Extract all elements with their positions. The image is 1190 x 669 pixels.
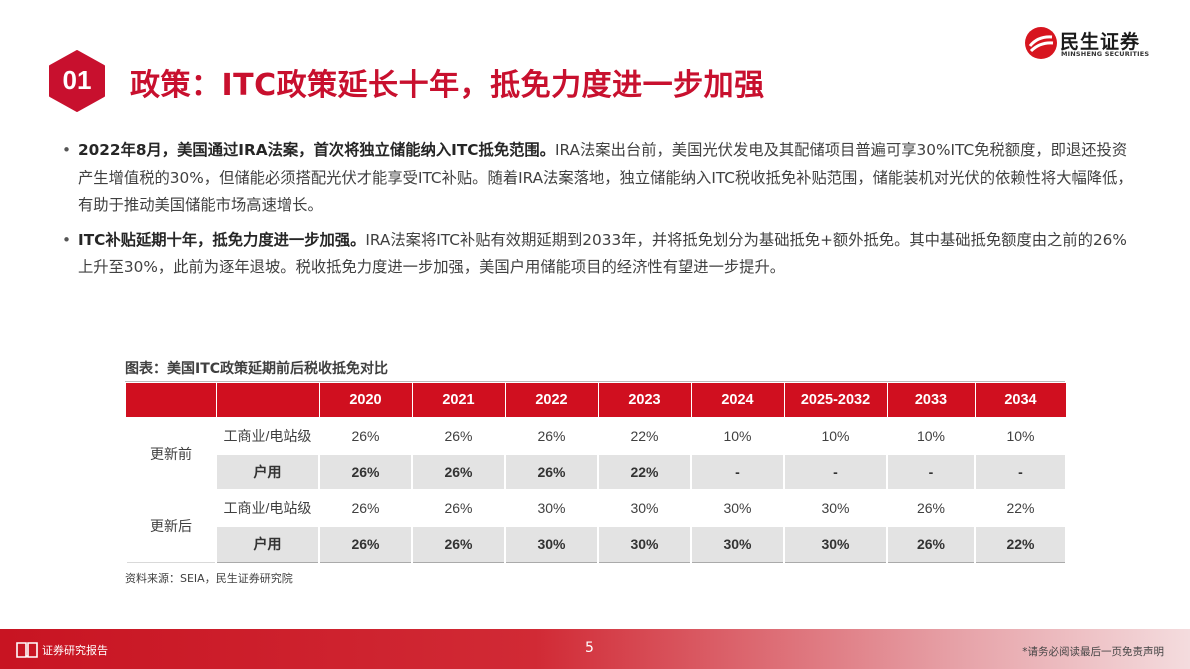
table-cell: 26% — [318, 525, 413, 563]
table-cell: 26% — [411, 525, 506, 563]
section-number: 01 — [62, 65, 92, 95]
header-year: 2022 — [505, 383, 599, 418]
table-title-divider — [125, 381, 1065, 382]
itc-comparison-table: 2020 2021 2022 2023 2024 2025-2032 2033 … — [125, 383, 1067, 563]
table-cell: 26% — [886, 489, 976, 527]
brand-name-en: MINSHENG SECURITIES — [1061, 50, 1150, 58]
table-title: 图表：美国ITC政策延期前后税收抵免对比 — [125, 361, 389, 377]
table-cell: 26% — [411, 417, 506, 455]
table-row: 户用 26% 26% 26% 22% - - - - — [126, 453, 1067, 491]
bullet-dot: • — [62, 230, 72, 249]
table-cell: 26% — [886, 525, 976, 563]
table-cell: 26% — [504, 453, 599, 491]
bullet-dot: • — [62, 141, 72, 159]
table-cell: - — [783, 453, 888, 491]
table-cell: 30% — [597, 489, 692, 527]
table-cell: 22% — [974, 489, 1067, 527]
table-cell: 26% — [411, 489, 506, 527]
hexagon-icon — [49, 50, 105, 112]
bullet-list: • 2022年8月，美国通过IRA法案，首次将独立储能纳入ITC抵免范围。IRA… — [62, 137, 1142, 289]
table-row: 户用 26% 26% 30% 30% 30% 30% 26% 22% — [126, 525, 1067, 563]
header-year: 2033 — [887, 383, 976, 418]
page-title: 政策：ITC政策延长十年，抵免力度进一步加强 — [130, 68, 765, 103]
table-header-row: 2020 2021 2022 2023 2024 2025-2032 2033 … — [126, 383, 1067, 418]
table-cell: 30% — [783, 489, 888, 527]
bullet-item: • ITC补贴延期十年，抵免力度进一步加强。IRA法案将ITC补贴有效期延期到2… — [62, 227, 1142, 282]
row-type-label: 工商业/电站级 — [215, 489, 320, 527]
brand-logo: 民生证券 MINSHENG SECURITIES — [1024, 26, 1154, 60]
table-cell: 30% — [690, 525, 785, 563]
group-label: 更新前 — [125, 417, 217, 491]
header-year: 2025-2032 — [784, 383, 888, 418]
row-type-label: 户用 — [215, 525, 320, 563]
book-icon — [16, 642, 38, 658]
table-cell: 22% — [974, 525, 1067, 563]
table-cell: 22% — [597, 453, 692, 491]
table-cell: 10% — [690, 417, 785, 455]
table-source-note: 资料来源：SEIA，民生证券研究院 — [125, 572, 293, 585]
disclaimer-note: *请务必阅读最后一页免责声明 — [1022, 646, 1164, 658]
bullet-text: IRA法案将ITC补贴有效期延期到2033年，并将抵免划分为基础抵免+额外抵免。… — [78, 230, 1127, 277]
header-year: 2034 — [975, 383, 1067, 418]
table-cell: 30% — [597, 525, 692, 563]
table-cell: 30% — [504, 525, 599, 563]
table-cell: 10% — [886, 417, 976, 455]
table-cell: - — [974, 453, 1067, 491]
table-row: 更新前 工商业/电站级 26% 26% 26% 22% 10% 10% 10% … — [125, 417, 1067, 491]
header-year: 2024 — [691, 383, 785, 418]
group-label: 更新后 — [125, 489, 217, 563]
table-cell: 26% — [504, 417, 599, 455]
header-year: 2023 — [598, 383, 692, 418]
footer-report-label: 证券研究报告 — [42, 644, 108, 657]
table-cell: 26% — [318, 417, 413, 455]
page-number: 5 — [585, 640, 594, 656]
row-type-label: 工商业/电站级 — [215, 417, 320, 455]
bullet-text: IRA法案出台前，美国光伏发电及其配储项目普遍可享30%ITC免税额度，即退还投… — [78, 141, 1133, 214]
header-cell-blank — [126, 383, 217, 418]
header-cell-blank — [216, 383, 320, 418]
table-cell: 26% — [411, 453, 506, 491]
table-cell: 10% — [974, 417, 1067, 455]
table-row: 更新后 工商业/电站级 26% 26% 30% 30% 30% 30% 26% … — [125, 489, 1067, 563]
table-cell: 26% — [318, 489, 413, 527]
table-cell: 22% — [597, 417, 692, 455]
table-cell: - — [690, 453, 785, 491]
brand-name-cn: 民生证券 — [1060, 31, 1141, 53]
footer-bar: 证券研究报告 5 *请务必阅读最后一页免责声明 — [0, 629, 1190, 669]
header-year: 2021 — [412, 383, 506, 418]
section-number-badge: 01 — [48, 49, 106, 113]
table-cell: 30% — [690, 489, 785, 527]
minsheng-logo-icon — [1025, 27, 1057, 59]
table-cell: 30% — [783, 525, 888, 563]
table-cell: 10% — [783, 417, 888, 455]
bullet-bold: ITC补贴延期十年，抵免力度进一步加强。 — [78, 230, 366, 249]
bullet-bold: 2022年8月，美国通过IRA法案，首次将独立储能纳入ITC抵免范围。 — [78, 141, 556, 159]
bullet-item: • 2022年8月，美国通过IRA法案，首次将独立储能纳入ITC抵免范围。IRA… — [62, 137, 1142, 220]
table-cell: - — [886, 453, 976, 491]
table-cell: 26% — [318, 453, 413, 491]
header-year: 2020 — [319, 383, 413, 418]
table-cell: 30% — [504, 489, 599, 527]
row-type-label: 户用 — [215, 453, 320, 491]
